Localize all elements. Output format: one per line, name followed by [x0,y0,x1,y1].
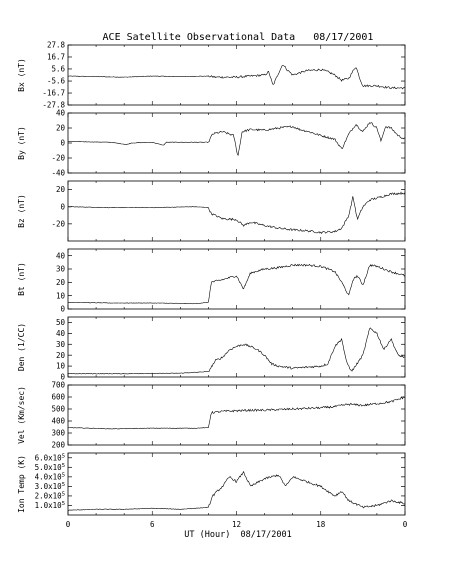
x-tick-label: 0 [66,520,71,529]
y-tick-label: 30 [56,340,66,349]
panels: 27.816.75.6-5.6-16.7-27.8Bx (nT)40200-20… [17,41,406,516]
x-axis: 0 6 12 18 0 [66,520,408,529]
y-tick-label: 2.0x105 [35,492,65,501]
y-tick-label: 10 [56,362,66,371]
y-tick-label: 300 [51,429,65,438]
y-tick-label: 16.7 [47,53,65,62]
panel-6-frame [67,452,406,516]
panel-3-ylabel: Bt (nT) [17,262,26,296]
panel-by: 40 20 0 -20 -40 By (nT) [17,109,406,178]
panel-4-frame [67,316,406,378]
y-tick-label: 1.0x105 [35,501,65,510]
panel-0-ylabel: Bx (nT) [17,58,26,92]
panel-0-series-line [68,65,405,90]
panel-6-ylabel: Ion Temp (K) [17,455,26,513]
y-tick-label: 30 [56,265,66,274]
x-axis-label: UT (Hour) 08/17/2001 [184,530,291,540]
y-tick-label: 5.0x105 [35,463,65,472]
y-tick-label: 10 [56,291,66,300]
y-tick-label: 600 [51,393,65,402]
y-tick-label: -40 [51,169,65,178]
y-tick-label: -27.8 [42,101,65,110]
x-tick-label: 12 [232,520,241,529]
panel-1-ylabel: By (nT) [17,126,26,160]
panel-4-series-line [68,327,405,375]
y-tick-label: 40 [56,109,66,118]
y-tick-label: 0 [60,202,65,211]
y-tick-label: 400 [51,417,65,426]
panel-3-series-line [68,263,405,305]
y-tick-label: 0 [60,139,65,148]
panel-vel: 700 600 500 400 300 200 Vel (Km/sec) [17,381,406,450]
panel-2-ylabel: Bz (nT) [17,194,26,228]
y-tick-label: 6.0x105 [35,453,65,462]
y-tick-label: 0 [60,305,65,314]
y-tick-label: -16.7 [42,89,65,98]
y-tick-label: 5.6 [51,65,65,74]
y-tick-label: 200 [51,441,65,450]
chart-title: ACE Satellite Observational Data 08/17/2… [103,32,374,43]
panel-3-frame [67,248,406,310]
panel-1-frame [67,112,406,174]
y-tick-label: -20 [51,154,65,163]
y-tick-label: 700 [51,381,65,390]
y-tick-label: 40 [56,251,66,260]
panel-bz: 20 0 -20 Bz (nT) [17,180,406,242]
y-tick-label: 20 [56,185,66,194]
y-tick-label: -5.6 [47,77,66,86]
y-tick-label: 20 [56,278,66,287]
panel-2-frame [67,180,406,242]
y-tick-label: 500 [51,405,65,414]
panel-5-frame [67,384,406,446]
y-tick-label: -20 [51,219,65,228]
y-tick-label: 3.0x105 [35,482,65,491]
y-tick-label: 0 [60,373,65,382]
y-tick-label: 20 [56,124,66,133]
panel-4-ylabel: Den (1/CC) [17,323,26,371]
x-tick-label: 6 [150,520,155,529]
panel-iontemp: 6.0x1055.0x1054.0x1053.0x1052.0x1051.0x1… [17,452,406,516]
y-tick-label: 20 [56,351,66,360]
y-tick-label: 50 [56,318,66,327]
panel-1-series-line [68,122,405,156]
panel-5-series-line [68,396,405,430]
panel-bt: 40 30 20 10 0 Bt (nT) [17,248,406,314]
x-tick-label: 18 [316,520,326,529]
panel-bx: 27.8 16.7 5.6 -5.6 -16.7 -27.8 Bx (nT) [17,41,406,110]
panel-0-frame [67,44,406,106]
panel-den: 50 40 30 20 10 0 Den (1/CC) [17,316,406,382]
y-tick-label: 4.0x105 [35,472,65,481]
panel-6-series-line [68,470,405,511]
y-tick-label: 40 [56,329,66,338]
panel-2-series-line [68,191,405,234]
x-tick-label: 0 [403,520,408,529]
y-tick-label: 27.8 [47,41,66,50]
panel-5-ylabel: Vel (Km/sec) [17,386,26,444]
